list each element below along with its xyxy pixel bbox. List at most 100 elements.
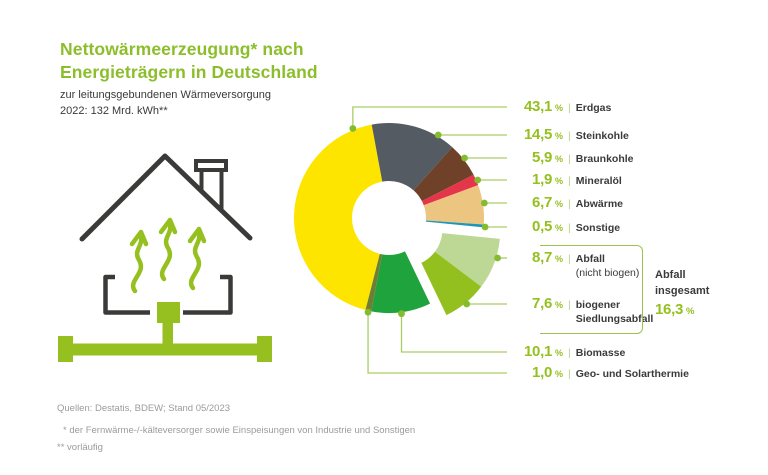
divider: | [568, 368, 571, 380]
percent-value: 43,1 [524, 98, 552, 115]
chart-label-row-Braunkohle: 5,9% | Braunkohle [506, 149, 634, 167]
divider: | [568, 253, 571, 265]
page-subtitle: zur leitungsgebundenen Wärmeversorgung 2… [60, 88, 271, 119]
chart-label-row-Steinkohle: 14,5% | Steinkohle [506, 126, 629, 144]
percent-value: 5,9 [532, 149, 552, 166]
divider: | [568, 102, 571, 114]
chart-label-row-Erdgas: 43,1% | Erdgas [506, 98, 611, 116]
divider: | [568, 130, 571, 142]
category-label: Braunkohle [575, 153, 634, 165]
pipe-cap-right [257, 336, 272, 362]
percent-sign: % [555, 131, 564, 141]
category-label: biogener Siedlungsabfall [575, 299, 654, 325]
category-label: Abwärme [575, 198, 624, 210]
divider: | [568, 299, 571, 311]
leader-dot-Mineralöl [474, 176, 482, 184]
chart-label-row-biogener: 7,6% | biogener Siedlungsabfall [506, 295, 653, 325]
sources-line: Quellen: Destatis, BDEW; Stand 05/2023 [57, 403, 231, 414]
leader-dot-Geo- und Solarthermie [364, 308, 372, 316]
abfall-group-annotation: Abfall insgesamt 16,3% [655, 268, 709, 318]
percent-sign: % [555, 254, 564, 264]
donut-slice-Abwärme [423, 185, 484, 225]
divider: | [568, 198, 571, 210]
page-subtitle-line1: zur leitungsgebundenen Wärmeversorgung [60, 89, 271, 101]
leader-line-Erdgas [352, 106, 507, 129]
donut-slice-Abfall [434, 233, 500, 287]
heat-arrow-icon [158, 217, 178, 282]
percent-value: 7,6 [532, 295, 552, 312]
house-wall-left [103, 274, 150, 315]
footnotes: Quellen: Destatis, BDEW; Stand 05/2023 *… [57, 403, 415, 454]
category-label: Geo- und Solarthermie [575, 368, 689, 380]
divider: | [568, 175, 571, 187]
percent-sign: % [555, 348, 564, 358]
donut-slice-Mineralöl [421, 174, 479, 206]
percent-sign: % [555, 300, 564, 310]
donut-slice-Geo- und Solarthermie [365, 253, 383, 312]
percent-sign: % [555, 154, 564, 164]
percent-sign: % [686, 306, 695, 317]
leader-dot-Abwärme [480, 199, 488, 207]
percent-value: 14,5 [524, 126, 552, 143]
percent-value: 6,7 [532, 194, 552, 211]
group-label-line2: insgesamt [655, 284, 710, 297]
donut-slice-Erdgas [293, 124, 383, 311]
divider: | [568, 153, 571, 165]
leader-dot-Erdgas [349, 125, 357, 132]
chart-label-row-Mineralöl: 1,9% | Mineralöl [506, 171, 622, 189]
donut-slice-Sonstige [425, 220, 484, 228]
percent-sign: % [555, 199, 564, 209]
page-title: Nettowärmeerzeugung* nach Energieträgern… [60, 38, 318, 84]
category-label: Abfall (nicht biogen) [575, 253, 640, 279]
abfall-group-bracket [540, 245, 643, 334]
donut-slice-Biomasse [371, 251, 431, 313]
footnote-1: * der Fernwärme-/-kälteversorger sowie E… [63, 425, 416, 436]
pipe-cap-left [58, 336, 73, 362]
leader-dot-Braunkohle [461, 154, 468, 162]
divider: | [568, 222, 571, 234]
category-label: Biomasse [575, 347, 626, 359]
heat-arrow-icon [187, 226, 207, 291]
page-subtitle-line2: 2022: 132 Mrd. kWh** [60, 104, 168, 117]
percent-sign: % [555, 369, 564, 379]
pipe-stem [162, 321, 173, 347]
category-label-line2: Siedlungsabfall [575, 312, 654, 325]
chart-label-row-Abwärme: 6,7% | Abwärme [506, 194, 623, 212]
percent-value: 8,7 [532, 249, 552, 266]
group-percent-value: 16,3% [655, 301, 695, 318]
donut-slice-Steinkohle [371, 123, 453, 191]
percent-value: 1,9 [532, 171, 552, 188]
leader-dot-biogener [463, 300, 471, 308]
leader-dot-Abfall [494, 254, 501, 262]
leader-dot-Steinkohle [434, 131, 442, 139]
pipe-main [61, 343, 263, 356]
donut-slice-Braunkohle [413, 147, 474, 202]
chimney [194, 159, 228, 212]
leader-dot-Sonstige [481, 223, 489, 231]
chart-label-row-Sonstige: 0,5% | Sonstige [506, 218, 620, 236]
leader-line-Geo- und Solarthermie [367, 312, 507, 374]
page-title-line2: Energieträgern in Deutschland [60, 62, 318, 82]
percent-sign: % [555, 223, 564, 233]
pipe-junction [157, 302, 180, 323]
percent-value: 10,1 [524, 343, 552, 360]
group-label-line1: Abfall [655, 269, 686, 281]
percent-value: 0,5 [532, 218, 552, 235]
leader-line-Biomasse [400, 313, 507, 353]
category-label-line2: (nicht biogen) [575, 266, 640, 279]
percent-sign: % [555, 176, 564, 186]
category-label: Sonstige [575, 222, 621, 234]
chart-label-row-Abfall: 8,7% | Abfall (nicht biogen) [506, 249, 639, 279]
page-title-line1: Nettowärmeerzeugung* nach [60, 39, 304, 59]
category-label: Erdgas [575, 102, 612, 114]
chart-label-row-Biomasse: 10,1% | Biomasse [506, 343, 625, 361]
chart-label-row-Geo- und Solarthermie: 1,0% | Geo- und Solarthermie [506, 364, 689, 382]
pipe-network [58, 302, 272, 362]
district-heating-house-icon [58, 153, 272, 362]
divider: | [568, 347, 571, 359]
leader-dot-Biomasse [398, 310, 405, 318]
percent-sign: % [555, 103, 564, 113]
category-label: Mineralöl [575, 175, 622, 187]
footnote-2: ** vorläufig [57, 442, 103, 453]
